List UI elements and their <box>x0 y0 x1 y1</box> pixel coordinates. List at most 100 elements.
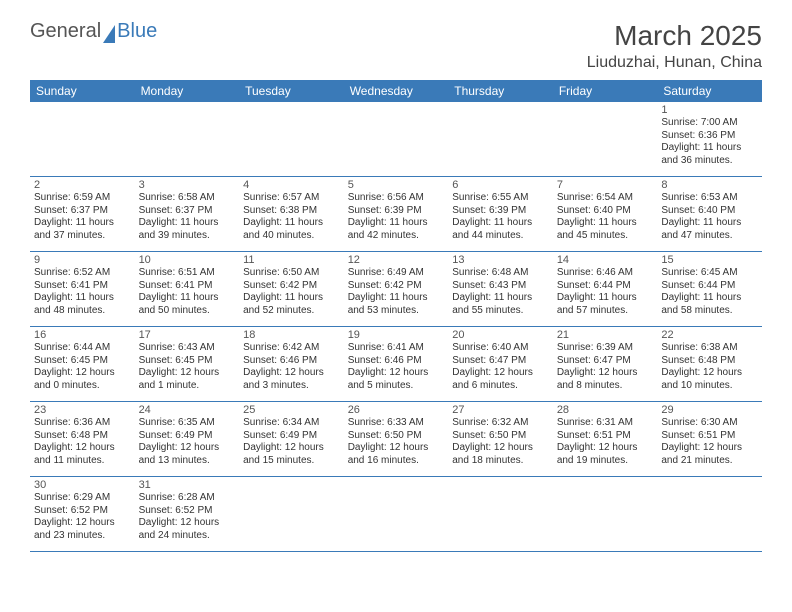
day-header: Sunday <box>30 80 135 102</box>
daylight-text: Daylight: 11 hours <box>557 217 654 230</box>
daylight-text: Daylight: 12 hours <box>661 367 758 380</box>
daylight-text: Daylight: 11 hours <box>34 217 131 230</box>
daylight-text: Daylight: 12 hours <box>139 517 236 530</box>
sunset-text: Sunset: 6:38 PM <box>243 205 340 218</box>
day-number: 26 <box>348 404 445 416</box>
daylight-text: and 57 minutes. <box>557 305 654 318</box>
day-number: 18 <box>243 329 340 341</box>
sunrise-text: Sunrise: 6:31 AM <box>557 417 654 430</box>
sunset-text: Sunset: 6:48 PM <box>34 430 131 443</box>
daylight-text: Daylight: 12 hours <box>452 442 549 455</box>
calendar-cell: 7Sunrise: 6:54 AMSunset: 6:40 PMDaylight… <box>553 177 658 252</box>
day-number: 20 <box>452 329 549 341</box>
day-number: 25 <box>243 404 340 416</box>
calendar-cell: 8Sunrise: 6:53 AMSunset: 6:40 PMDaylight… <box>657 177 762 252</box>
day-number: 27 <box>452 404 549 416</box>
calendar-cell: 5Sunrise: 6:56 AMSunset: 6:39 PMDaylight… <box>344 177 449 252</box>
location-label: Liuduzhai, Hunan, China <box>587 54 762 72</box>
sunset-text: Sunset: 6:46 PM <box>243 355 340 368</box>
daylight-text: Daylight: 11 hours <box>243 292 340 305</box>
daylight-text: and 3 minutes. <box>243 380 340 393</box>
day-number: 8 <box>661 179 758 191</box>
calendar-cell: 6Sunrise: 6:55 AMSunset: 6:39 PMDaylight… <box>448 177 553 252</box>
calendar-week-row: 1Sunrise: 7:00 AMSunset: 6:36 PMDaylight… <box>30 102 762 177</box>
calendar-week-row: 30Sunrise: 6:29 AMSunset: 6:52 PMDayligh… <box>30 477 762 552</box>
calendar-week-row: 9Sunrise: 6:52 AMSunset: 6:41 PMDaylight… <box>30 252 762 327</box>
calendar-cell: 14Sunrise: 6:46 AMSunset: 6:44 PMDayligh… <box>553 252 658 327</box>
logo-text-general: General <box>30 20 101 43</box>
daylight-text: and 36 minutes. <box>661 155 758 168</box>
calendar-cell: 31Sunrise: 6:28 AMSunset: 6:52 PMDayligh… <box>135 477 240 552</box>
calendar-cell: 22Sunrise: 6:38 AMSunset: 6:48 PMDayligh… <box>657 327 762 402</box>
day-number: 16 <box>34 329 131 341</box>
daylight-text: and 39 minutes. <box>139 230 236 243</box>
daylight-text: and 40 minutes. <box>243 230 340 243</box>
day-number: 13 <box>452 254 549 266</box>
daylight-text: Daylight: 12 hours <box>661 442 758 455</box>
daylight-text: and 42 minutes. <box>348 230 445 243</box>
sunset-text: Sunset: 6:41 PM <box>139 280 236 293</box>
day-header: Wednesday <box>344 80 449 102</box>
daylight-text: and 10 minutes. <box>661 380 758 393</box>
daylight-text: and 47 minutes. <box>661 230 758 243</box>
daylight-text: and 23 minutes. <box>34 530 131 543</box>
daylight-text: Daylight: 12 hours <box>139 442 236 455</box>
daylight-text: and 16 minutes. <box>348 455 445 468</box>
sunrise-text: Sunrise: 6:34 AM <box>243 417 340 430</box>
daylight-text: Daylight: 12 hours <box>348 367 445 380</box>
daylight-text: and 58 minutes. <box>661 305 758 318</box>
daylight-text: Daylight: 12 hours <box>34 517 131 530</box>
daylight-text: Daylight: 12 hours <box>139 367 236 380</box>
sunrise-text: Sunrise: 6:51 AM <box>139 267 236 280</box>
calendar-cell: 10Sunrise: 6:51 AMSunset: 6:41 PMDayligh… <box>135 252 240 327</box>
day-number: 23 <box>34 404 131 416</box>
daylight-text: and 37 minutes. <box>34 230 131 243</box>
calendar-cell: 19Sunrise: 6:41 AMSunset: 6:46 PMDayligh… <box>344 327 449 402</box>
sunset-text: Sunset: 6:37 PM <box>34 205 131 218</box>
daylight-text: Daylight: 11 hours <box>348 217 445 230</box>
daylight-text: and 5 minutes. <box>348 380 445 393</box>
day-header-row: Sunday Monday Tuesday Wednesday Thursday… <box>30 80 762 102</box>
calendar-cell <box>239 477 344 552</box>
sunset-text: Sunset: 6:42 PM <box>348 280 445 293</box>
sunset-text: Sunset: 6:52 PM <box>139 505 236 518</box>
sunrise-text: Sunrise: 6:28 AM <box>139 492 236 505</box>
sunset-text: Sunset: 6:50 PM <box>452 430 549 443</box>
title-block: March 2025 Liuduzhai, Hunan, China <box>587 20 762 72</box>
daylight-text: Daylight: 11 hours <box>139 217 236 230</box>
sunset-text: Sunset: 6:45 PM <box>34 355 131 368</box>
calendar-body: 1Sunrise: 7:00 AMSunset: 6:36 PMDaylight… <box>30 102 762 552</box>
calendar-cell: 17Sunrise: 6:43 AMSunset: 6:45 PMDayligh… <box>135 327 240 402</box>
calendar-table: Sunday Monday Tuesday Wednesday Thursday… <box>30 80 762 552</box>
day-number: 22 <box>661 329 758 341</box>
calendar-page: General Blue March 2025 Liuduzhai, Hunan… <box>0 0 792 572</box>
day-number: 11 <box>243 254 340 266</box>
sunrise-text: Sunrise: 6:46 AM <box>557 267 654 280</box>
daylight-text: Daylight: 11 hours <box>348 292 445 305</box>
calendar-cell: 4Sunrise: 6:57 AMSunset: 6:38 PMDaylight… <box>239 177 344 252</box>
calendar-cell <box>30 102 135 177</box>
day-number: 7 <box>557 179 654 191</box>
calendar-cell <box>448 102 553 177</box>
day-header: Saturday <box>657 80 762 102</box>
daylight-text: and 13 minutes. <box>139 455 236 468</box>
sunset-text: Sunset: 6:36 PM <box>661 130 758 143</box>
calendar-cell: 24Sunrise: 6:35 AMSunset: 6:49 PMDayligh… <box>135 402 240 477</box>
calendar-cell: 18Sunrise: 6:42 AMSunset: 6:46 PMDayligh… <box>239 327 344 402</box>
sunset-text: Sunset: 6:42 PM <box>243 280 340 293</box>
daylight-text: Daylight: 12 hours <box>557 442 654 455</box>
daylight-text: and 48 minutes. <box>34 305 131 318</box>
day-number: 19 <box>348 329 445 341</box>
sunrise-text: Sunrise: 6:41 AM <box>348 342 445 355</box>
sunrise-text: Sunrise: 6:58 AM <box>139 192 236 205</box>
daylight-text: Daylight: 12 hours <box>34 367 131 380</box>
month-title: March 2025 <box>587 20 762 52</box>
sunrise-text: Sunrise: 6:55 AM <box>452 192 549 205</box>
calendar-cell: 30Sunrise: 6:29 AMSunset: 6:52 PMDayligh… <box>30 477 135 552</box>
calendar-cell: 16Sunrise: 6:44 AMSunset: 6:45 PMDayligh… <box>30 327 135 402</box>
daylight-text: Daylight: 11 hours <box>243 217 340 230</box>
daylight-text: Daylight: 11 hours <box>452 292 549 305</box>
day-number: 17 <box>139 329 236 341</box>
sunset-text: Sunset: 6:39 PM <box>452 205 549 218</box>
daylight-text: Daylight: 11 hours <box>139 292 236 305</box>
